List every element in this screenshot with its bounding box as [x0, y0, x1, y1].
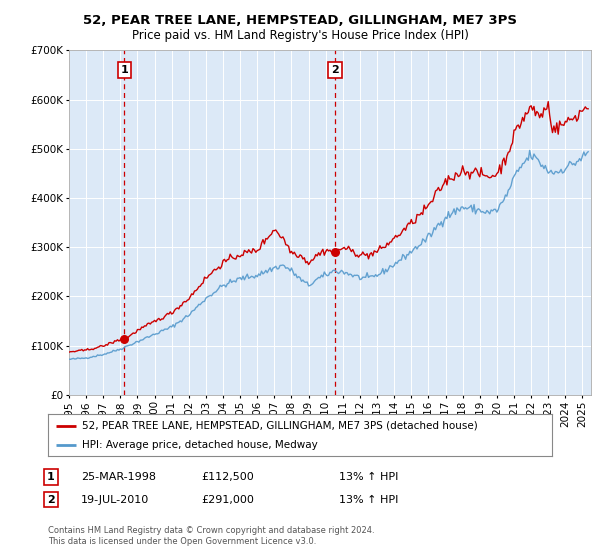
Point [119, 335, 129, 344]
Point [331, 247, 340, 256]
Text: 1: 1 [47, 472, 55, 482]
Text: 52, PEAR TREE LANE, HEMPSTEAD, GILLINGHAM, ME7 3PS (detached house): 52, PEAR TREE LANE, HEMPSTEAD, GILLINGHA… [82, 421, 478, 431]
Text: 19-JUL-2010: 19-JUL-2010 [81, 494, 149, 505]
Text: 25-MAR-1998: 25-MAR-1998 [81, 472, 156, 482]
Text: 13% ↑ HPI: 13% ↑ HPI [339, 472, 398, 482]
Text: 2: 2 [331, 65, 339, 75]
Bar [124, 50, 335, 395]
Text: 13% ↑ HPI: 13% ↑ HPI [339, 494, 398, 505]
Text: Contains HM Land Registry data © Crown copyright and database right 2024.
This d: Contains HM Land Registry data © Crown c… [48, 526, 374, 546]
Text: £112,500: £112,500 [201, 472, 254, 482]
Text: 2: 2 [47, 494, 55, 505]
Text: £291,000: £291,000 [201, 494, 254, 505]
Text: HPI: Average price, detached house, Medway: HPI: Average price, detached house, Medw… [82, 440, 318, 450]
Text: Price paid vs. HM Land Registry's House Price Index (HPI): Price paid vs. HM Land Registry's House … [131, 29, 469, 42]
Text: 1: 1 [121, 65, 128, 75]
Text: 52, PEAR TREE LANE, HEMPSTEAD, GILLINGHAM, ME7 3PS: 52, PEAR TREE LANE, HEMPSTEAD, GILLINGHA… [83, 14, 517, 27]
